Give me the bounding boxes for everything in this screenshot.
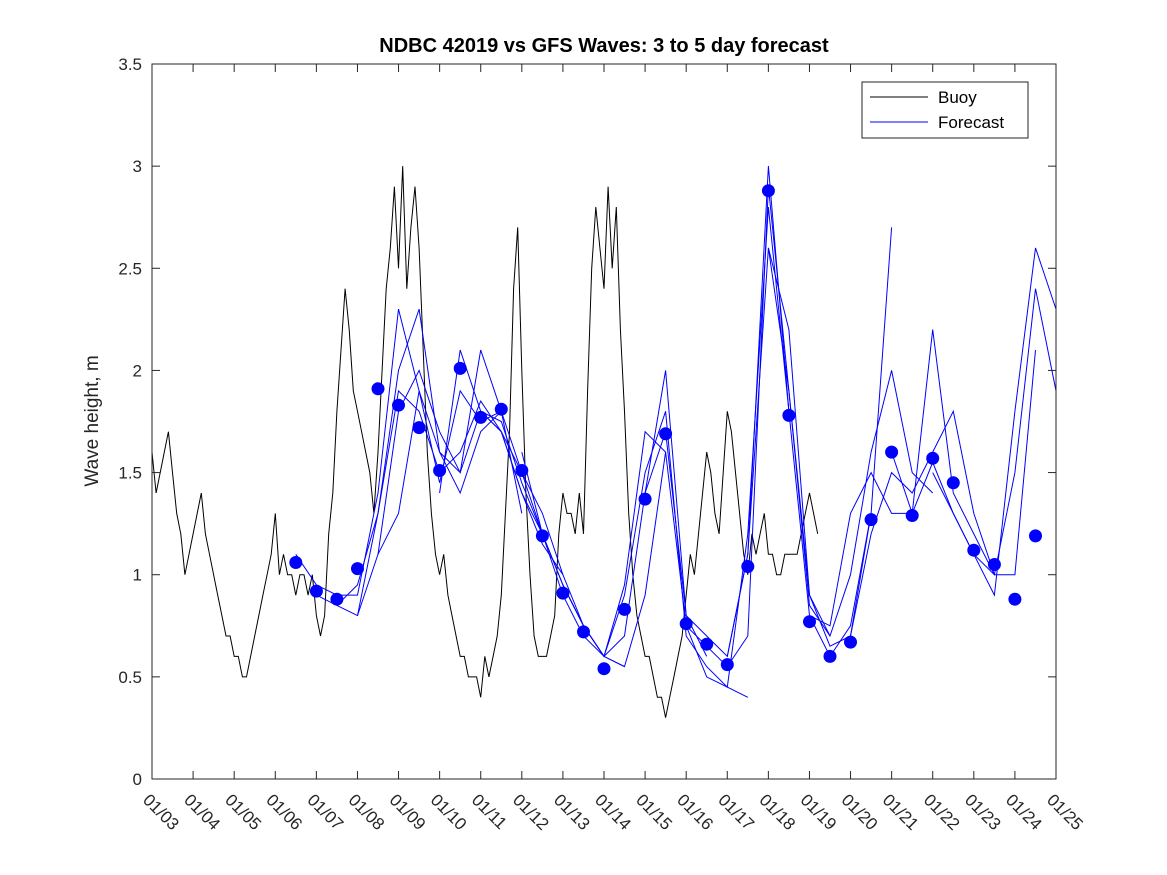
forecast-marker xyxy=(330,592,344,606)
forecast-marker xyxy=(577,625,590,639)
forecast-run-line-0 xyxy=(295,308,502,596)
y-tick-label: 0.5 xyxy=(118,668,142,687)
forecast-marker xyxy=(741,560,755,573)
forecast-marker xyxy=(926,451,940,465)
forecast-marker xyxy=(761,184,775,198)
forecast-run-line-1 xyxy=(316,308,523,607)
legend-buoy-label: Buoy xyxy=(938,88,977,107)
forecast-marker xyxy=(289,556,303,569)
forecast-marker xyxy=(371,382,385,396)
forecast-marker xyxy=(433,464,447,477)
forecast-run-line-14 xyxy=(809,329,995,627)
forecast-marker xyxy=(803,615,816,629)
forecast-run-line-9 xyxy=(603,206,790,688)
forecast-run-line-7 xyxy=(521,370,708,658)
legend-forecast-label: Forecast xyxy=(938,113,1004,132)
forecast-marker xyxy=(946,476,960,490)
forecast-marker xyxy=(638,492,652,506)
forecast-marker xyxy=(309,584,323,598)
buoy-series-line xyxy=(151,166,819,718)
forecast-marker xyxy=(412,421,426,435)
marker-layer xyxy=(289,184,1042,676)
forecast-marker xyxy=(392,398,405,412)
forecast-marker xyxy=(515,464,529,477)
forecast-marker xyxy=(987,558,1001,571)
forecast-run-line-13 xyxy=(767,247,934,638)
y-tick-label: 3.5 xyxy=(118,55,142,74)
forecast-marker xyxy=(597,662,611,676)
forecast-marker xyxy=(618,602,631,616)
forecast-marker xyxy=(453,361,467,375)
legend-box xyxy=(861,81,1029,139)
y-axis-label: Wave height, m xyxy=(82,355,103,486)
series-layer xyxy=(151,166,1057,718)
forecast-marker xyxy=(351,562,364,576)
forecast-marker xyxy=(535,529,549,543)
forecast-marker xyxy=(1029,529,1042,543)
chart-title: NDBC 42019 vs GFS Waves: 3 to 5 day fore… xyxy=(379,35,829,57)
forecast-marker xyxy=(700,637,714,651)
forecast-marker xyxy=(844,635,857,649)
y-tick-label: 0 xyxy=(133,770,142,789)
forecast-marker xyxy=(967,543,981,557)
forecast-marker xyxy=(474,410,488,424)
forecast-marker xyxy=(1008,592,1022,606)
y-tick-label: 2 xyxy=(133,361,142,380)
forecast-marker xyxy=(885,445,899,459)
forecast-marker xyxy=(864,513,878,527)
legend: Buoy Forecast xyxy=(861,81,1029,139)
forecast-marker xyxy=(556,586,570,600)
y-tick-label: 1 xyxy=(133,566,142,585)
forecast-marker xyxy=(782,408,796,422)
forecast-marker xyxy=(494,402,508,416)
forecast-run-line-3 xyxy=(357,389,564,616)
y-tick-label: 1.5 xyxy=(118,464,142,483)
forecast-marker xyxy=(823,649,837,663)
forecast-marker xyxy=(659,427,673,441)
forecast-run-line-6 xyxy=(480,410,667,668)
y-tick-label: 2.5 xyxy=(118,259,142,278)
forecast-run-line-17 xyxy=(932,288,1057,576)
plot-area xyxy=(152,64,1056,779)
forecast-marker xyxy=(679,617,693,631)
forecast-marker xyxy=(720,658,734,672)
forecast-run-line-15 xyxy=(850,349,1036,637)
forecast-marker xyxy=(905,509,919,522)
y-tick-label: 3 xyxy=(133,157,142,176)
